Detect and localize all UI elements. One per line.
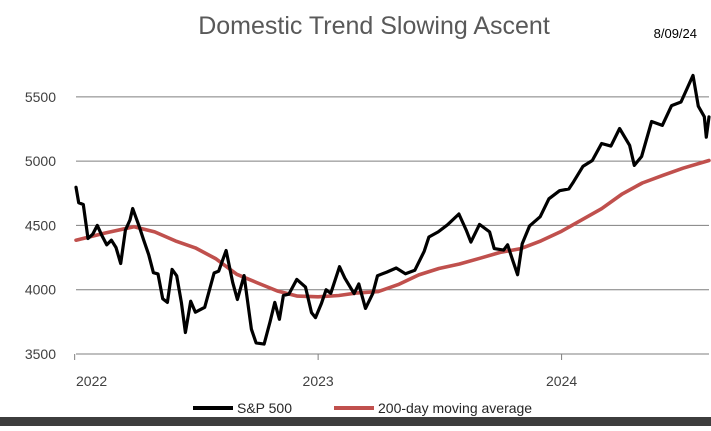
legend-label-ma200: 200-day moving average	[378, 400, 532, 416]
y-tick-label: 5000	[25, 153, 56, 169]
y-axis-ticks: 3500 4000 4500 5000 5500	[25, 89, 56, 362]
y-tick-label: 5500	[25, 89, 56, 105]
legend: S&P 500 200-day moving average	[193, 400, 532, 416]
bottom-bar	[0, 417, 711, 426]
x-axis-ticks: 2022 2023 2024	[74, 353, 709, 389]
series-line-sp500	[74, 73, 711, 346]
y-tick-label: 3500	[25, 346, 56, 362]
chart-title: Domestic Trend Slowing Ascent	[198, 12, 550, 40]
legend-label-sp500: S&P 500	[237, 400, 292, 416]
y-tick-label: 4500	[25, 217, 56, 233]
x-tick-label: 2022	[76, 373, 107, 389]
series-lines	[74, 73, 711, 346]
y-tick-label: 4000	[25, 282, 56, 298]
x-tick-label: 2023	[303, 373, 334, 389]
series-line-ma200	[74, 158, 711, 299]
chart-date-label: 8/09/24	[654, 26, 697, 41]
x-tick-label: 2024	[546, 373, 577, 389]
